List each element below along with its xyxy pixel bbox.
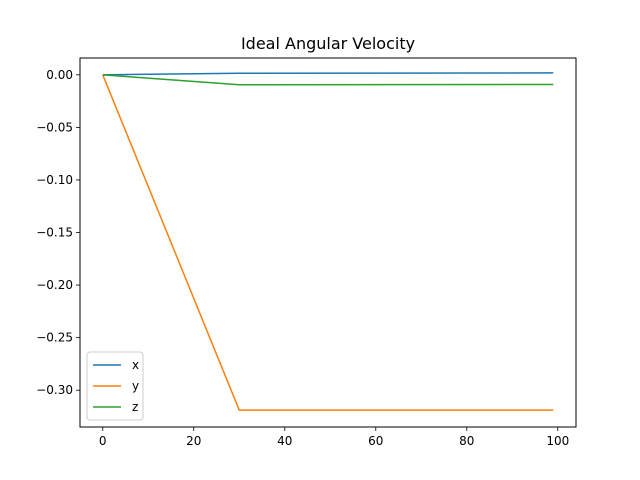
chart-title: Ideal Angular Velocity — [241, 34, 415, 53]
y-tick-label: 0.00 — [46, 68, 73, 82]
x-tick-label: 80 — [459, 434, 474, 448]
y-tick-label: −0.10 — [36, 173, 73, 187]
legend-label-z: z — [132, 400, 138, 414]
plot-lines — [102, 72, 554, 411]
x-tick-label: 100 — [546, 434, 569, 448]
x-tick-label: 60 — [368, 434, 383, 448]
legend: xyz — [86, 351, 144, 421]
x-tick-label: 0 — [99, 434, 107, 448]
plot-frame — [79, 57, 577, 428]
y-tick-label: −0.25 — [36, 331, 73, 345]
legend-label-y: y — [132, 379, 139, 393]
x-axis: 0 20 40 60 80 100 — [99, 427, 569, 448]
y-tick-label: −0.05 — [36, 120, 73, 134]
y-tick-label: −0.30 — [36, 383, 73, 397]
y-tick-label: −0.20 — [36, 278, 73, 292]
x-tick-label: 20 — [186, 434, 201, 448]
legend-label-x: x — [132, 358, 139, 372]
series-line-z — [102, 74, 554, 86]
y-axis: 0.00 −0.05 −0.10 −0.15 −0.20 −0.25 −0.30 — [36, 68, 80, 397]
series-line-x — [102, 72, 554, 76]
series-line-y — [102, 74, 554, 411]
x-tick-label: 40 — [277, 434, 292, 448]
y-tick-label: −0.15 — [36, 226, 73, 240]
